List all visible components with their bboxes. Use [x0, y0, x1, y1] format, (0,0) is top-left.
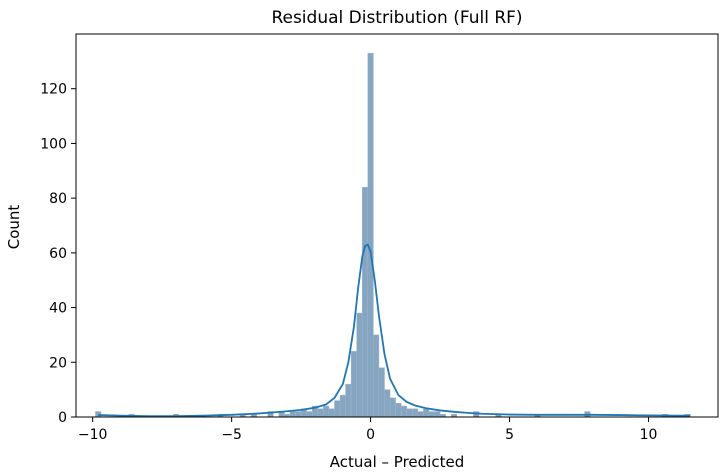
y-tick-label: 100	[40, 136, 67, 152]
histogram-bar	[334, 400, 341, 418]
histogram-bar	[412, 408, 419, 418]
histogram-bar	[423, 408, 430, 418]
plot-frame	[75, 33, 719, 418]
histogram-bar	[378, 367, 385, 418]
histogram-bar	[306, 411, 313, 418]
histogram-bar	[328, 408, 335, 418]
x-tick-label: 10	[640, 427, 658, 443]
histogram-bar	[362, 186, 369, 418]
y-tick-label: 40	[49, 301, 67, 317]
histogram-bar	[345, 383, 352, 418]
histogram-bar	[295, 411, 302, 418]
y-tick-label: 60	[49, 246, 67, 262]
y-axis-label: Count	[5, 205, 23, 250]
histogram-bar	[428, 411, 435, 418]
x-tick-label: −5	[221, 427, 242, 443]
y-tick-label: 80	[49, 191, 67, 207]
y-axis-ticks: 0 20 40 60 80 100 120	[40, 82, 76, 426]
histogram-bars	[95, 52, 691, 418]
x-tick-label: 0	[366, 427, 375, 443]
histogram-bar	[373, 334, 380, 418]
histogram-bar	[367, 52, 374, 418]
histogram-bar	[323, 405, 330, 418]
histogram-bar	[417, 411, 424, 418]
histogram-bar	[339, 394, 346, 418]
chart-title: Residual Distribution (Full RF)	[271, 8, 522, 28]
histogram-bar	[350, 351, 357, 418]
y-tick-label: 20	[49, 355, 67, 371]
x-tick-label: −10	[78, 427, 108, 443]
histogram-bar	[434, 411, 441, 418]
histogram-bar	[317, 408, 324, 418]
histogram-bar	[389, 397, 396, 418]
y-tick-label: 120	[40, 82, 67, 98]
histogram-bar	[400, 405, 407, 418]
histogram-bar	[395, 403, 402, 418]
x-axis-ticks: −10 −5 0 5 10	[78, 417, 658, 443]
y-tick-label: 0	[58, 410, 67, 426]
x-axis-label: Actual – Predicted	[330, 453, 464, 471]
histogram-bar	[406, 408, 413, 418]
histogram-bar	[356, 312, 363, 418]
kde-curve	[98, 243, 691, 418]
x-tick-label: 5	[505, 427, 514, 443]
histogram-bar	[384, 389, 391, 418]
histogram-bar	[289, 411, 296, 418]
